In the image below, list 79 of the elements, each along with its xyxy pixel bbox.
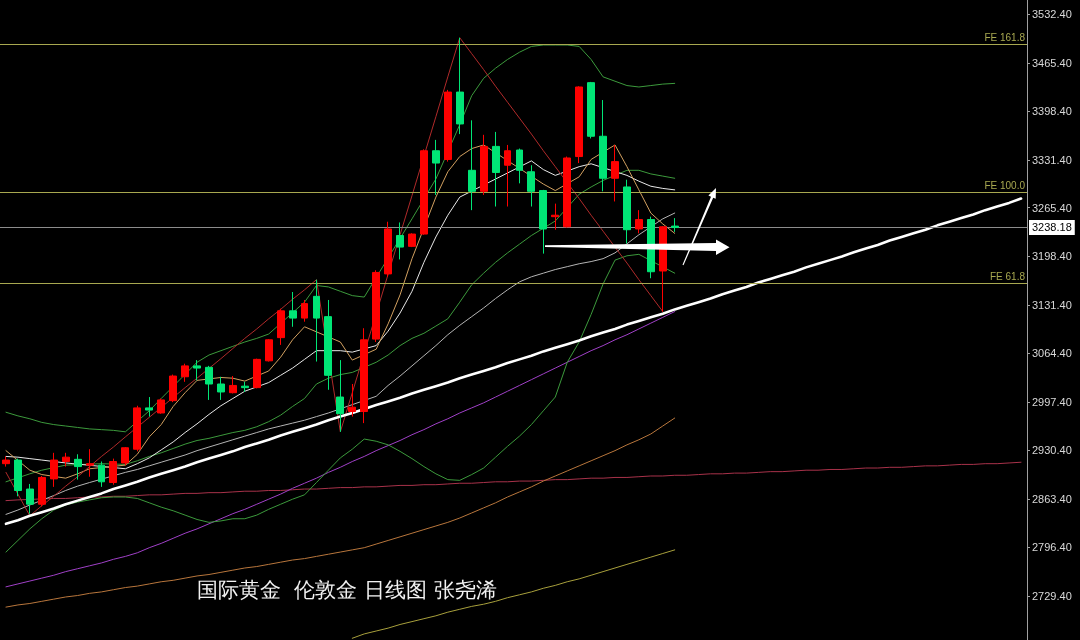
line-series (5, 253, 676, 553)
candlestick (551, 203, 559, 231)
candlestick (205, 365, 213, 401)
candlestick (217, 376, 225, 401)
candlestick (480, 134, 488, 196)
candlestick (14, 458, 22, 497)
y-tick-label: 3265.40 (1032, 201, 1072, 214)
candlestick (313, 279, 320, 363)
candlestick (181, 363, 189, 383)
candlestick (38, 475, 46, 507)
candlestick (384, 221, 392, 278)
candlestick (468, 119, 476, 211)
candlestick (360, 327, 368, 424)
candlestick (587, 81, 595, 139)
ref-line-label: FE 100.0 (984, 179, 1026, 191)
candlestick (492, 131, 500, 208)
candlestick (133, 405, 141, 452)
candlestick (575, 85, 583, 164)
y-tick-label: 2930.40 (1032, 444, 1072, 457)
line-series (5, 417, 676, 608)
y-tick-label: 3064.40 (1032, 347, 1072, 360)
line-series (5, 44, 676, 433)
candlestick (444, 89, 452, 163)
candlestick (420, 148, 428, 236)
candlestick (396, 221, 404, 260)
candlestick (26, 483, 34, 515)
candlestick (277, 308, 285, 346)
candlestick (456, 37, 464, 135)
ref-line-label: 3238.18 (1032, 221, 1072, 234)
candlestick (241, 381, 249, 393)
candlestick (86, 448, 94, 478)
y-tick-label: 3465.40 (1032, 56, 1072, 69)
candlestick (121, 446, 129, 466)
y-tick-label: 3131.40 (1032, 298, 1072, 311)
y-tick-label: 2796.40 (1032, 541, 1072, 554)
candlestick (563, 156, 571, 229)
candlestick (301, 299, 308, 323)
y-tick-label: 3398.40 (1032, 105, 1072, 118)
candlestick (157, 397, 165, 415)
candlestick (2, 455, 10, 468)
y-tick-label: 3532.40 (1032, 8, 1072, 21)
y-tick-label: 2997.40 (1032, 395, 1072, 408)
y-tick-label: 2863.40 (1032, 492, 1072, 505)
y-tick-label: 2729.40 (1032, 589, 1072, 602)
line-series (5, 461, 1022, 502)
candlestick (671, 217, 679, 233)
candlestick (229, 375, 237, 394)
candlestick (372, 269, 380, 343)
candlestick (145, 396, 153, 418)
candlestick (193, 359, 201, 381)
candlestick (611, 144, 619, 202)
candlestick (348, 383, 356, 418)
ref-line-label: FE 161.8 (984, 31, 1026, 43)
candlestick (527, 164, 535, 208)
candlestick (62, 452, 70, 468)
line-series (4, 197, 1023, 526)
ref-line-label: FE 61.8 (989, 270, 1026, 282)
candlestick (98, 461, 105, 488)
candlestick (504, 144, 511, 208)
y-tick-label: 3198.40 (1032, 250, 1072, 263)
candlestick (623, 179, 631, 244)
text: 国际黄金 伦敦金 日线图 张尧浠 (197, 577, 497, 602)
candlestick (539, 189, 547, 255)
candlestick (432, 139, 440, 196)
candlestick (265, 338, 273, 363)
candlestick (324, 299, 332, 391)
candlestick (109, 458, 117, 486)
candlestick (169, 374, 177, 403)
y-tick-label: 3331.40 (1032, 153, 1072, 166)
candlestick (289, 291, 297, 328)
candlestick (336, 359, 344, 433)
candlestick (635, 209, 643, 234)
candlestick (253, 358, 261, 389)
candlestick (599, 99, 607, 192)
candlestick (516, 148, 523, 184)
candlestick (74, 453, 82, 481)
line-series (5, 212, 676, 515)
candlestick (50, 452, 58, 488)
candlestick (408, 232, 416, 248)
